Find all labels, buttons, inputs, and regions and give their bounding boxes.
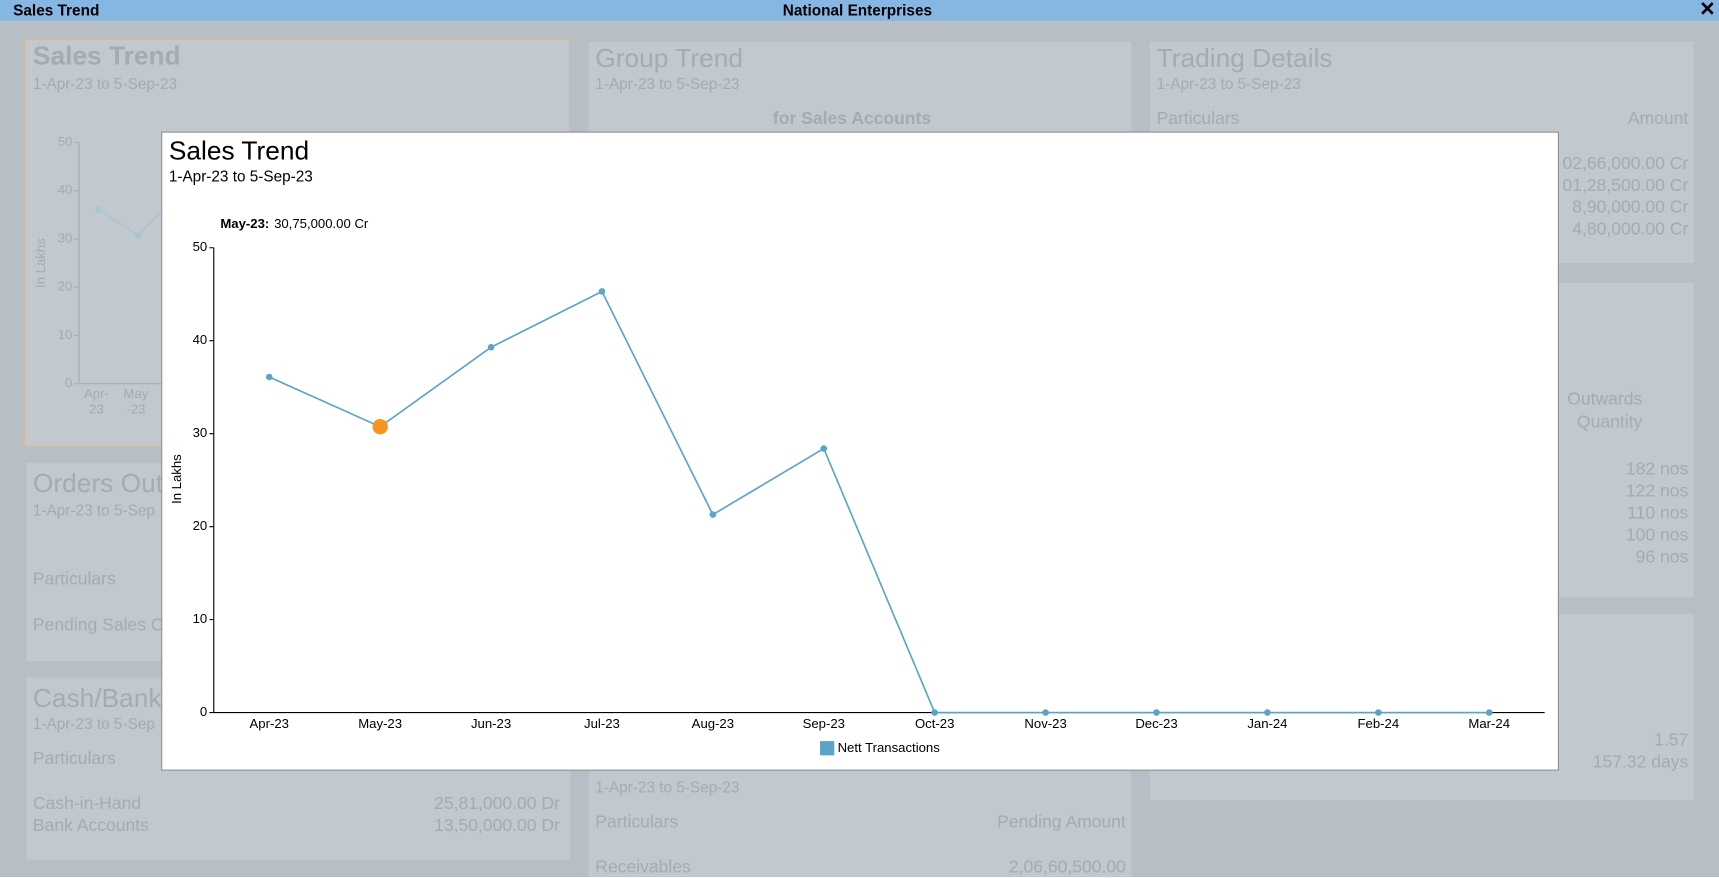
- data-point: [265, 373, 273, 381]
- panel-period: 1-Apr-23 to 5-Sep-23: [595, 74, 740, 93]
- x-tick-label: May-23: [123, 385, 149, 417]
- quantity: 122 nos: [1625, 482, 1689, 502]
- chart-popup: Sales Trend 1-Apr-23 to 5-Sep-23 May-23:…: [161, 131, 1559, 771]
- y-tick-label: 50: [58, 134, 73, 149]
- x-tick-label: Jan-24: [1247, 716, 1287, 731]
- amount: 8,90,000.00 Cr: [1572, 198, 1689, 218]
- x-tick-label: Feb-24: [1358, 716, 1400, 731]
- title-bar: [0, 0, 1719, 21]
- column-header: Pending Amount: [997, 813, 1126, 833]
- quantity: 110 nos: [1627, 504, 1689, 523]
- company-name: National Enterprises: [782, 1, 933, 19]
- quantity: 100 nos: [1625, 526, 1689, 545]
- column-header: Amount: [1627, 109, 1689, 129]
- ratio-value: 157.32 days: [1592, 753, 1689, 772]
- row-label: Bank Accounts: [32, 816, 149, 836]
- group-trend-panel[interactable]: [588, 41, 1132, 132]
- column-header: Particulars: [595, 813, 679, 833]
- close-button[interactable]: ✕: [1699, 0, 1716, 20]
- ratio-value: 1.57: [1654, 731, 1689, 750]
- row-label: Receivables: [595, 858, 691, 878]
- column-header: Particulars: [32, 749, 116, 769]
- series-line: [268, 290, 1490, 714]
- y-tick-label: 30: [193, 425, 208, 440]
- panel-title: Cash/Bank: [32, 684, 162, 714]
- panel-title: Group Trend: [595, 43, 744, 74]
- data-point: [1485, 709, 1493, 716]
- data-point: [134, 232, 142, 239]
- panel-period: 1-Apr-23 to 5-Sep: [32, 714, 155, 733]
- row-amount: 2,06,60,500.00: [1008, 858, 1126, 878]
- panel-period: 1-Apr-23 to 5-Sep-23: [32, 74, 178, 93]
- y-tick-label: 10: [58, 327, 73, 342]
- x-tick-label-box: May-23: [123, 385, 149, 417]
- highlighted-point: [372, 419, 388, 435]
- y-axis-label: In Lakhs: [33, 238, 48, 288]
- column-header: Quantity: [1576, 413, 1643, 432]
- panel-period: 1-Apr-23 to 5-Sep-23: [595, 778, 740, 796]
- y-axis-label: In Lakhs: [169, 454, 184, 504]
- y-tick-label: 50: [193, 239, 208, 254]
- y-tick-label: 40: [193, 332, 208, 347]
- x-tick-label: Apr-23: [84, 385, 109, 417]
- data-point: [1264, 709, 1271, 716]
- y-tick-label: 0: [200, 704, 207, 719]
- y-tick-label: 30: [58, 230, 73, 245]
- data-point: [709, 511, 717, 518]
- tooltip-label: May-23:: [220, 216, 269, 231]
- x-tick-label: Jul-23: [584, 716, 620, 731]
- y-tick-label: 20: [58, 279, 73, 294]
- x-tick-label: Oct-23: [915, 716, 954, 731]
- panel-period: 1-Apr-23 to 5-Sep-23: [1156, 74, 1301, 93]
- row-label: Pending Sales O: [32, 616, 165, 635]
- y-tick-label: 20: [193, 518, 208, 533]
- row-amount: 25,81,000.00 Dr: [434, 794, 560, 814]
- data-point: [487, 343, 495, 351]
- x-tick-label: May-23: [358, 716, 402, 731]
- row-amount: 13,50,000.00 Dr: [434, 816, 560, 836]
- y-tick-label: 10: [193, 611, 208, 626]
- column-header: Particulars: [32, 570, 116, 589]
- data-point: [820, 445, 828, 452]
- x-tick-label: Jun-23: [471, 716, 511, 731]
- quantity: 96 nos: [1635, 548, 1689, 567]
- data-point: [1153, 709, 1160, 716]
- x-tick-label: Dec-23: [1135, 716, 1177, 731]
- panel-title: Trading Details: [1156, 43, 1333, 74]
- x-tick-label: Mar-24: [1468, 716, 1510, 731]
- x-tick-label: Aug-23: [692, 716, 734, 731]
- row-label: Cash-in-Hand: [32, 794, 142, 814]
- amount: 4,80,000.00 Cr: [1572, 220, 1689, 239]
- data-point: [1375, 709, 1382, 716]
- data-point: [95, 206, 102, 213]
- quantity: 182 nos: [1625, 460, 1689, 480]
- x-tick-label: Sep-23: [803, 716, 845, 731]
- panel-subtitle: for Sales Accounts: [772, 109, 932, 129]
- tooltip-value: 30,75,000.00 Cr: [274, 216, 369, 231]
- x-tick-label-box: Apr-23: [84, 385, 109, 417]
- panel-title: Sales Trend: [32, 41, 181, 72]
- amount: 01,28,500.00 Cr: [1562, 176, 1689, 196]
- legend-label: Nett Transactions: [838, 740, 941, 755]
- data-point: [1042, 709, 1049, 716]
- column-header: Outwards: [1567, 390, 1643, 409]
- window-title: Sales Trend: [13, 1, 100, 19]
- x-tick-label: Nov-23: [1024, 716, 1066, 731]
- legend-swatch: [820, 741, 835, 756]
- amount: 02,66,000.00 Cr: [1562, 154, 1689, 174]
- chart: Sales Trend 1-Apr-23 to 5-Sep-23 May-23:…: [169, 135, 1545, 756]
- data-point: [598, 288, 606, 295]
- chart-subtitle: 1-Apr-23 to 5-Sep-23: [169, 169, 313, 186]
- y-tick-label: 40: [58, 182, 73, 197]
- panel-period: 1-Apr-23 to 5-Sep: [32, 501, 155, 519]
- chart-title: Sales Trend: [169, 135, 309, 165]
- column-header: Particulars: [1156, 109, 1240, 129]
- outstanding-panel[interactable]: [588, 756, 1132, 878]
- data-point: [931, 709, 938, 716]
- y-tick-label: 0: [65, 375, 72, 390]
- x-tick-label: Apr-23: [250, 716, 289, 731]
- panel-title: Orders Out: [32, 469, 164, 499]
